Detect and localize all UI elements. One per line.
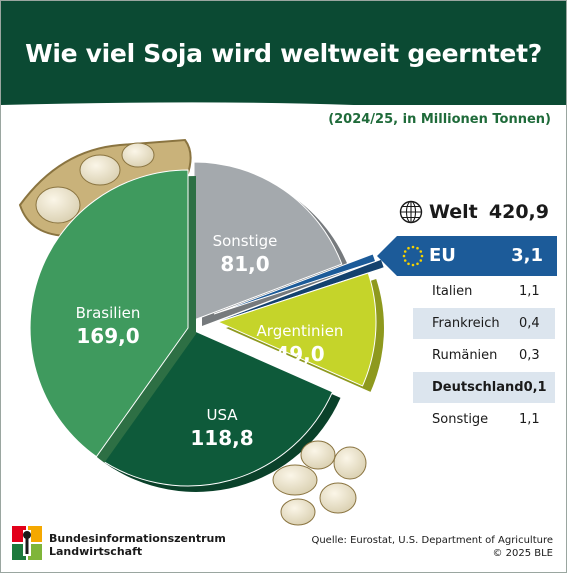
pie-slice-sonstige [193,161,343,321]
eu-value: 3,1 [511,245,543,266]
table-row-sonstige: Sonstige 1,1 [413,404,555,436]
world-value: 420,9 [488,201,549,223]
table-row-rumaenien: Rumänien 0,3 [413,340,555,372]
slice-name-sonstige: Sonstige [213,232,278,250]
world-label: Welt [429,201,478,223]
slice-name-usa: USA [206,406,238,424]
table-row-deutschland: Deutschland 0,1 [413,372,555,404]
ble-logo-icon [12,526,42,560]
eu-country-table: Italien 1,1 Frankreich 0,4 Rumänien 0,3 … [413,276,555,436]
copyright-text: © 2025 BLE [492,548,553,559]
country-name: Italien [432,284,473,299]
country-value: 1,1 [519,412,540,427]
country-name: Frankreich [432,316,500,331]
world-total: Welt 420,9 [399,196,549,228]
eu-total-row: EU 3,1 [377,236,557,276]
org-line-2: Landwirtschaft [49,545,143,558]
country-value: 0,4 [519,316,540,331]
soy-beans-illustration [272,440,367,526]
table-row-italien: Italien 1,1 [413,276,555,308]
header-banner: Wie viel Soja wird weltweit geerntet? [1,1,566,105]
org-line-1: Bundesinformationszentrum [49,532,226,545]
pie-slice-eu [213,253,377,315]
slice-name-argentinien: Argentinien [257,322,344,340]
country-name: Sonstige [432,412,489,427]
pie-slice-edge-eu [222,259,384,320]
pie-slice-argentinien [216,272,377,387]
slice-value-argentinien: 49,0 [275,342,324,366]
source-text: Quelle: Eurostat, U.S. Department of Agr… [311,535,553,546]
pie-slice-usa [95,327,334,487]
chart-subtitle: (2024/25, in Millionen Tonnen) [328,112,551,127]
eu-stars-icon [402,245,424,267]
country-value: 0,1 [523,380,547,395]
slice-value-sonstige: 81,0 [220,252,269,276]
organization-name: Bundesinformationszentrum Landwirtschaft [49,532,226,558]
country-value: 1,1 [519,284,540,299]
pie-slice-brasilien [29,169,189,458]
country-name: Rumänien [432,348,498,363]
table-row-frankreich: Frankreich 0,4 [413,308,555,340]
slice-value-brasilien: 169,0 [76,324,139,348]
eu-label: EU [429,245,456,266]
page-title: Wie viel Soja wird weltweit geerntet? [25,39,542,68]
country-value: 0,3 [519,348,540,363]
eu-arrow-banner [377,236,557,276]
country-name: Deutschland [432,380,524,395]
header-swoosh [1,102,566,105]
source-note: Quelle: Eurostat, U.S. Department of Agr… [311,534,553,560]
slice-name-brasilien: Brasilien [76,304,141,322]
slice-value-usa: 118,8 [190,426,253,450]
globe-icon [399,200,423,224]
